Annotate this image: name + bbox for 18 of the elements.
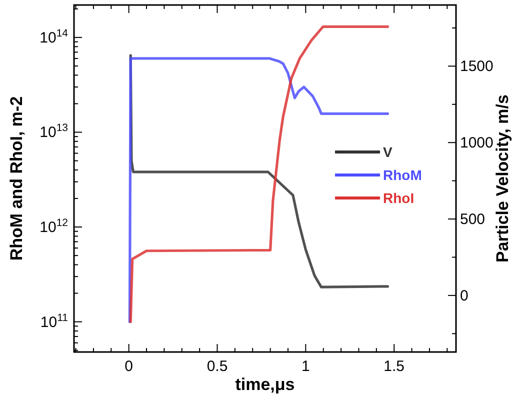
x-tick-label: 1 xyxy=(302,358,310,375)
y2-tick-label: 1000 xyxy=(460,134,494,152)
y2-axis-title: Particle Velocity, m/s xyxy=(493,94,512,262)
y-tick-label: 10$^{11}$ xyxy=(40,312,68,331)
legend-label: RhoI xyxy=(383,190,414,206)
y-tick-label: 10$^{14}$ xyxy=(40,27,68,46)
y2-tick-label: 1500 xyxy=(460,58,494,76)
x-tick-label: 0 xyxy=(124,358,133,375)
y-tick-label: 10$^{12}$ xyxy=(40,217,68,236)
y-tick-label: 10$^{13}$ xyxy=(40,122,68,142)
x-axis-title: time,μs xyxy=(235,375,295,394)
x-tick-label: 1.5 xyxy=(384,358,405,375)
x-tick-label: 0.5 xyxy=(206,358,228,375)
legend-label: V xyxy=(383,144,393,160)
y-axis-title: RhoM and RhoI, m-2 xyxy=(7,96,26,261)
y2-tick-label: 0 xyxy=(460,287,468,304)
legend-label: RhoM xyxy=(383,167,422,183)
y2-tick-label: 500 xyxy=(460,211,486,228)
